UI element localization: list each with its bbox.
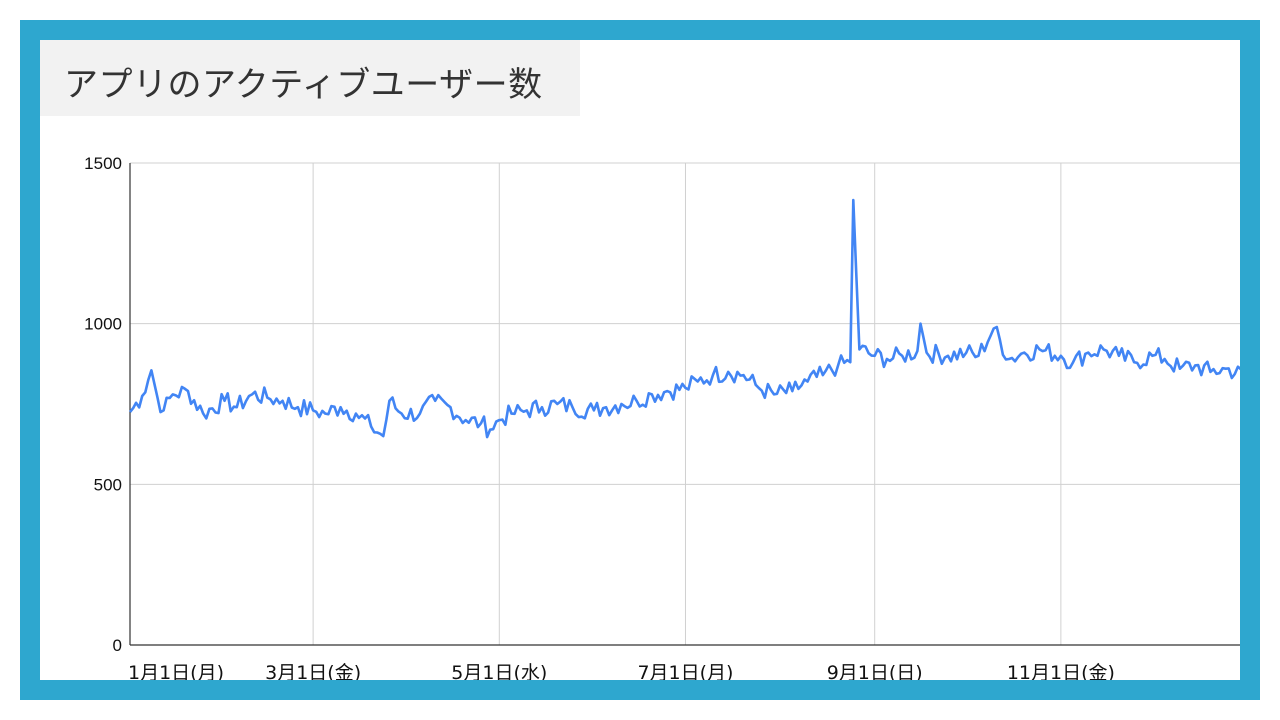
chart-panel: アプリのアクティブユーザー数 0 500 1000 1500 1月1日(月) 3月1日(金…: [40, 40, 1240, 680]
y-tick-label: 0: [113, 636, 122, 655]
y-tick-label: 1000: [84, 315, 122, 334]
x-tick-label: 9月1日(日): [827, 662, 923, 680]
y-tick-label: 500: [94, 475, 122, 494]
x-tick-label: 3月1日(金): [265, 662, 361, 680]
x-tick-label: 11月1日(金): [1007, 662, 1115, 680]
x-tick-label: 7月1日(月): [637, 662, 733, 680]
series-line-active-users: [128, 198, 1240, 439]
chart-title: アプリのアクティブユーザー数: [64, 65, 543, 105]
title-box: アプリのアクティブユーザー数: [40, 40, 580, 116]
x-tick-label: 5月1日(水): [451, 662, 547, 680]
y-tick-label: 1500: [84, 154, 122, 173]
chart-frame: アプリのアクティブユーザー数 0 500 1000 1500 1月1日(月) 3月1日(金…: [20, 20, 1260, 700]
line-chart: 0 500 1000 1500 1月1日(月) 3月1日(金) 5月1日(水) 7月1日(月)…: [84, 154, 1240, 680]
x-tick-label: 1月1日(月): [128, 662, 224, 680]
